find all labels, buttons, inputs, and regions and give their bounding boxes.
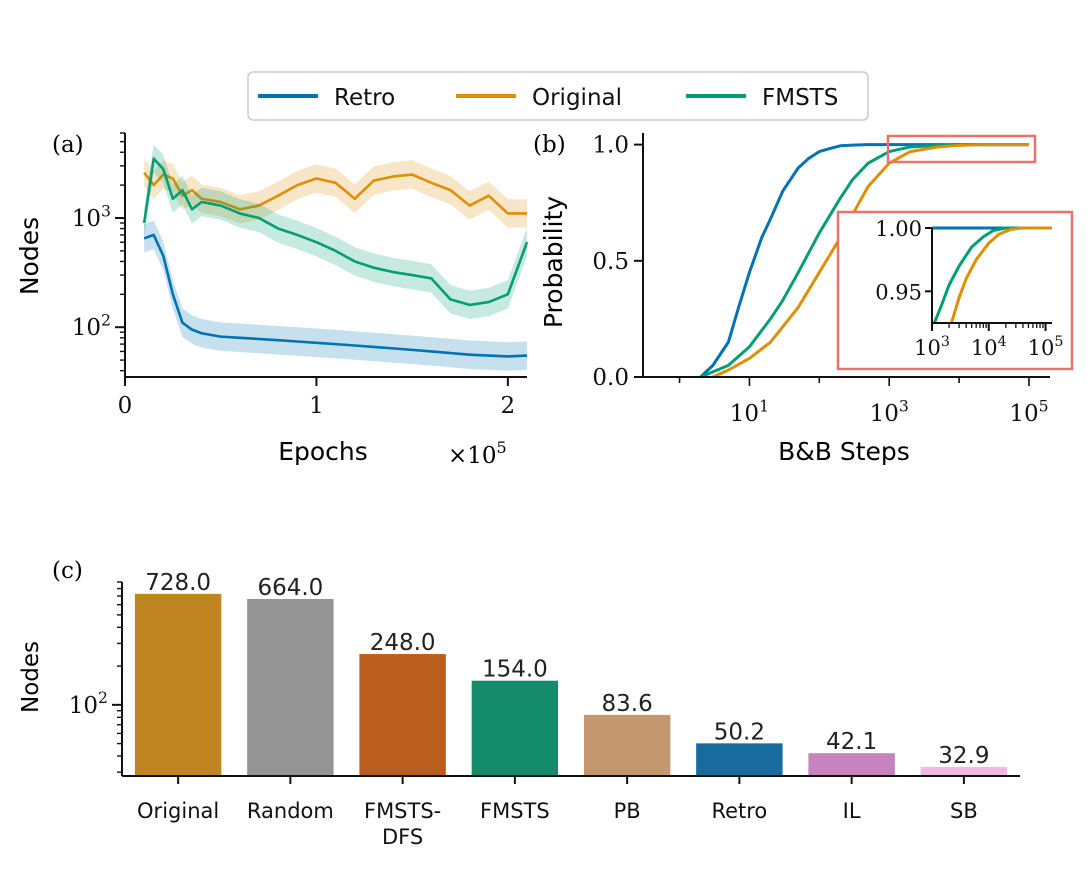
panel-c-plot-area: 728.0 Original 664.0 Random 248.0 FMSTS-DFS 15… — [69, 570, 1020, 849]
panel-c-category-label-original: Original — [137, 799, 219, 823]
legend-label-fmsts: FMSTS — [762, 85, 838, 111]
panel-c-category-label-sb: SB — [950, 799, 978, 823]
panel-c-value-label-original: 728.0 — [145, 570, 211, 596]
panel-b-inset-series-fmsts — [932, 226, 1052, 324]
panel-c-category-label-pb: PB — [614, 799, 641, 823]
panel-a-band-fmsts — [144, 144, 527, 320]
panel-c-bar-random — [247, 599, 334, 776]
panel-c-bar-fmsts — [471, 680, 559, 776]
panel-a-band-retro — [144, 220, 527, 371]
panel-a: (a) 102 103 0 1 2 Nodes Epochs ×105 — [15, 132, 529, 469]
panel-c-category-label-random: Random — [247, 799, 334, 823]
panel-c-value-label-random: 664.0 — [257, 575, 323, 601]
panel-c-category-label-il: IL — [843, 799, 861, 823]
panel-c-category-label-retro: Retro — [711, 799, 767, 823]
panel-c-y-tick-label: 102 — [69, 688, 108, 719]
panel-a-y-tick-label: 102 — [72, 311, 111, 342]
panel-b-inset-y-tick-label: 1.00 — [875, 217, 922, 241]
panel-b-plot-area: 0.0 0.5 1.0 101 103 105 1.00 0.95 103 104 105 — [592, 133, 1074, 427]
panel-b-inset-x-tick-label: 105 — [1028, 334, 1064, 360]
panel-c-category-label-fmsts: FMSTS — [480, 799, 550, 823]
panel-a-x-multiplier: ×105 — [448, 438, 507, 469]
panel-b-zoom-region-box — [886, 134, 1037, 164]
panel-c-value-label-sb: 32.9 — [938, 743, 989, 769]
panel-b-inset-frame — [836, 210, 1074, 371]
legend-label-retro: Retro — [334, 85, 395, 111]
panel-a-plot-area: 102 103 0 1 2 — [72, 132, 529, 419]
panel-b-y-tick-label: 0.5 — [592, 249, 629, 275]
panel-b-series-retro — [699, 143, 1029, 379]
panel-c-label: (c) — [52, 558, 83, 584]
panel-b-x-tick-label: 105 — [1009, 396, 1048, 427]
panel-c-y-axis-label: Nodes — [18, 641, 44, 713]
panel-a-y-tick-label: 103 — [72, 201, 111, 232]
panel-a-series-retro — [143, 233, 528, 358]
panel-a-x-tick-label: 0 — [118, 393, 133, 419]
panel-c-bar-original — [134, 593, 222, 776]
legend: Retro Original FMSTS — [247, 71, 869, 121]
panel-c: (c) 728.0 Original 664.0 Random 248.0 FMSTS-D… — [18, 558, 1020, 849]
panel-b-series-fmsts — [699, 143, 1029, 379]
panel-a-series-fmsts — [142, 157, 529, 307]
panel-c-value-label-fmsts: 154.0 — [482, 657, 548, 683]
legend-label-original: Original — [532, 85, 622, 111]
panel-b-inset-x-tick-label: 103 — [914, 334, 950, 360]
panel-a-x-axis-label: Epochs — [278, 437, 368, 466]
panel-c-bar-pb — [583, 714, 671, 776]
panel-b-label: (b) — [533, 132, 566, 158]
panel-b-x-axis-label: B&B Steps — [778, 437, 910, 466]
panel-a-x-tick-label: 1 — [309, 393, 324, 419]
panel-c-value-label-fmstsdfs: 248.0 — [370, 630, 436, 656]
panel-b-x-tick-label: 103 — [870, 396, 909, 427]
panel-c-value-label-retro: 50.2 — [714, 719, 765, 745]
panel-c-category-label-fmstsdfs: FMSTS- — [364, 799, 441, 823]
panel-b-y-axis-label: Probability — [539, 196, 568, 328]
panel-b-y-tick-label: 1.0 — [592, 133, 629, 159]
panel-a-x-tick-label: 2 — [501, 393, 516, 419]
panel-a-label: (a) — [52, 132, 84, 158]
panel-c-bar-fmstsdfs — [359, 654, 446, 776]
panel-b-inset-x-tick-label: 104 — [971, 334, 1007, 360]
panel-c-category-label-fmstsdfs: DFS — [382, 825, 423, 849]
panel-c-bar-il — [808, 753, 895, 776]
panel-c-value-label-pb: 83.6 — [602, 691, 653, 717]
panel-c-value-label-il: 42.1 — [826, 729, 877, 755]
panel-b-y-tick-label: 0.0 — [592, 365, 629, 391]
legend-frame — [247, 71, 869, 121]
panel-a-y-axis-label: Nodes — [15, 217, 44, 295]
panel-b-inset-series-original — [950, 226, 1052, 324]
panel-c-bar-sb — [920, 766, 1008, 776]
panel-b-inset-y-tick-label: 0.95 — [875, 280, 922, 304]
panel-c-bar-retro — [696, 743, 783, 776]
panel-b-x-tick-label: 101 — [730, 396, 769, 427]
